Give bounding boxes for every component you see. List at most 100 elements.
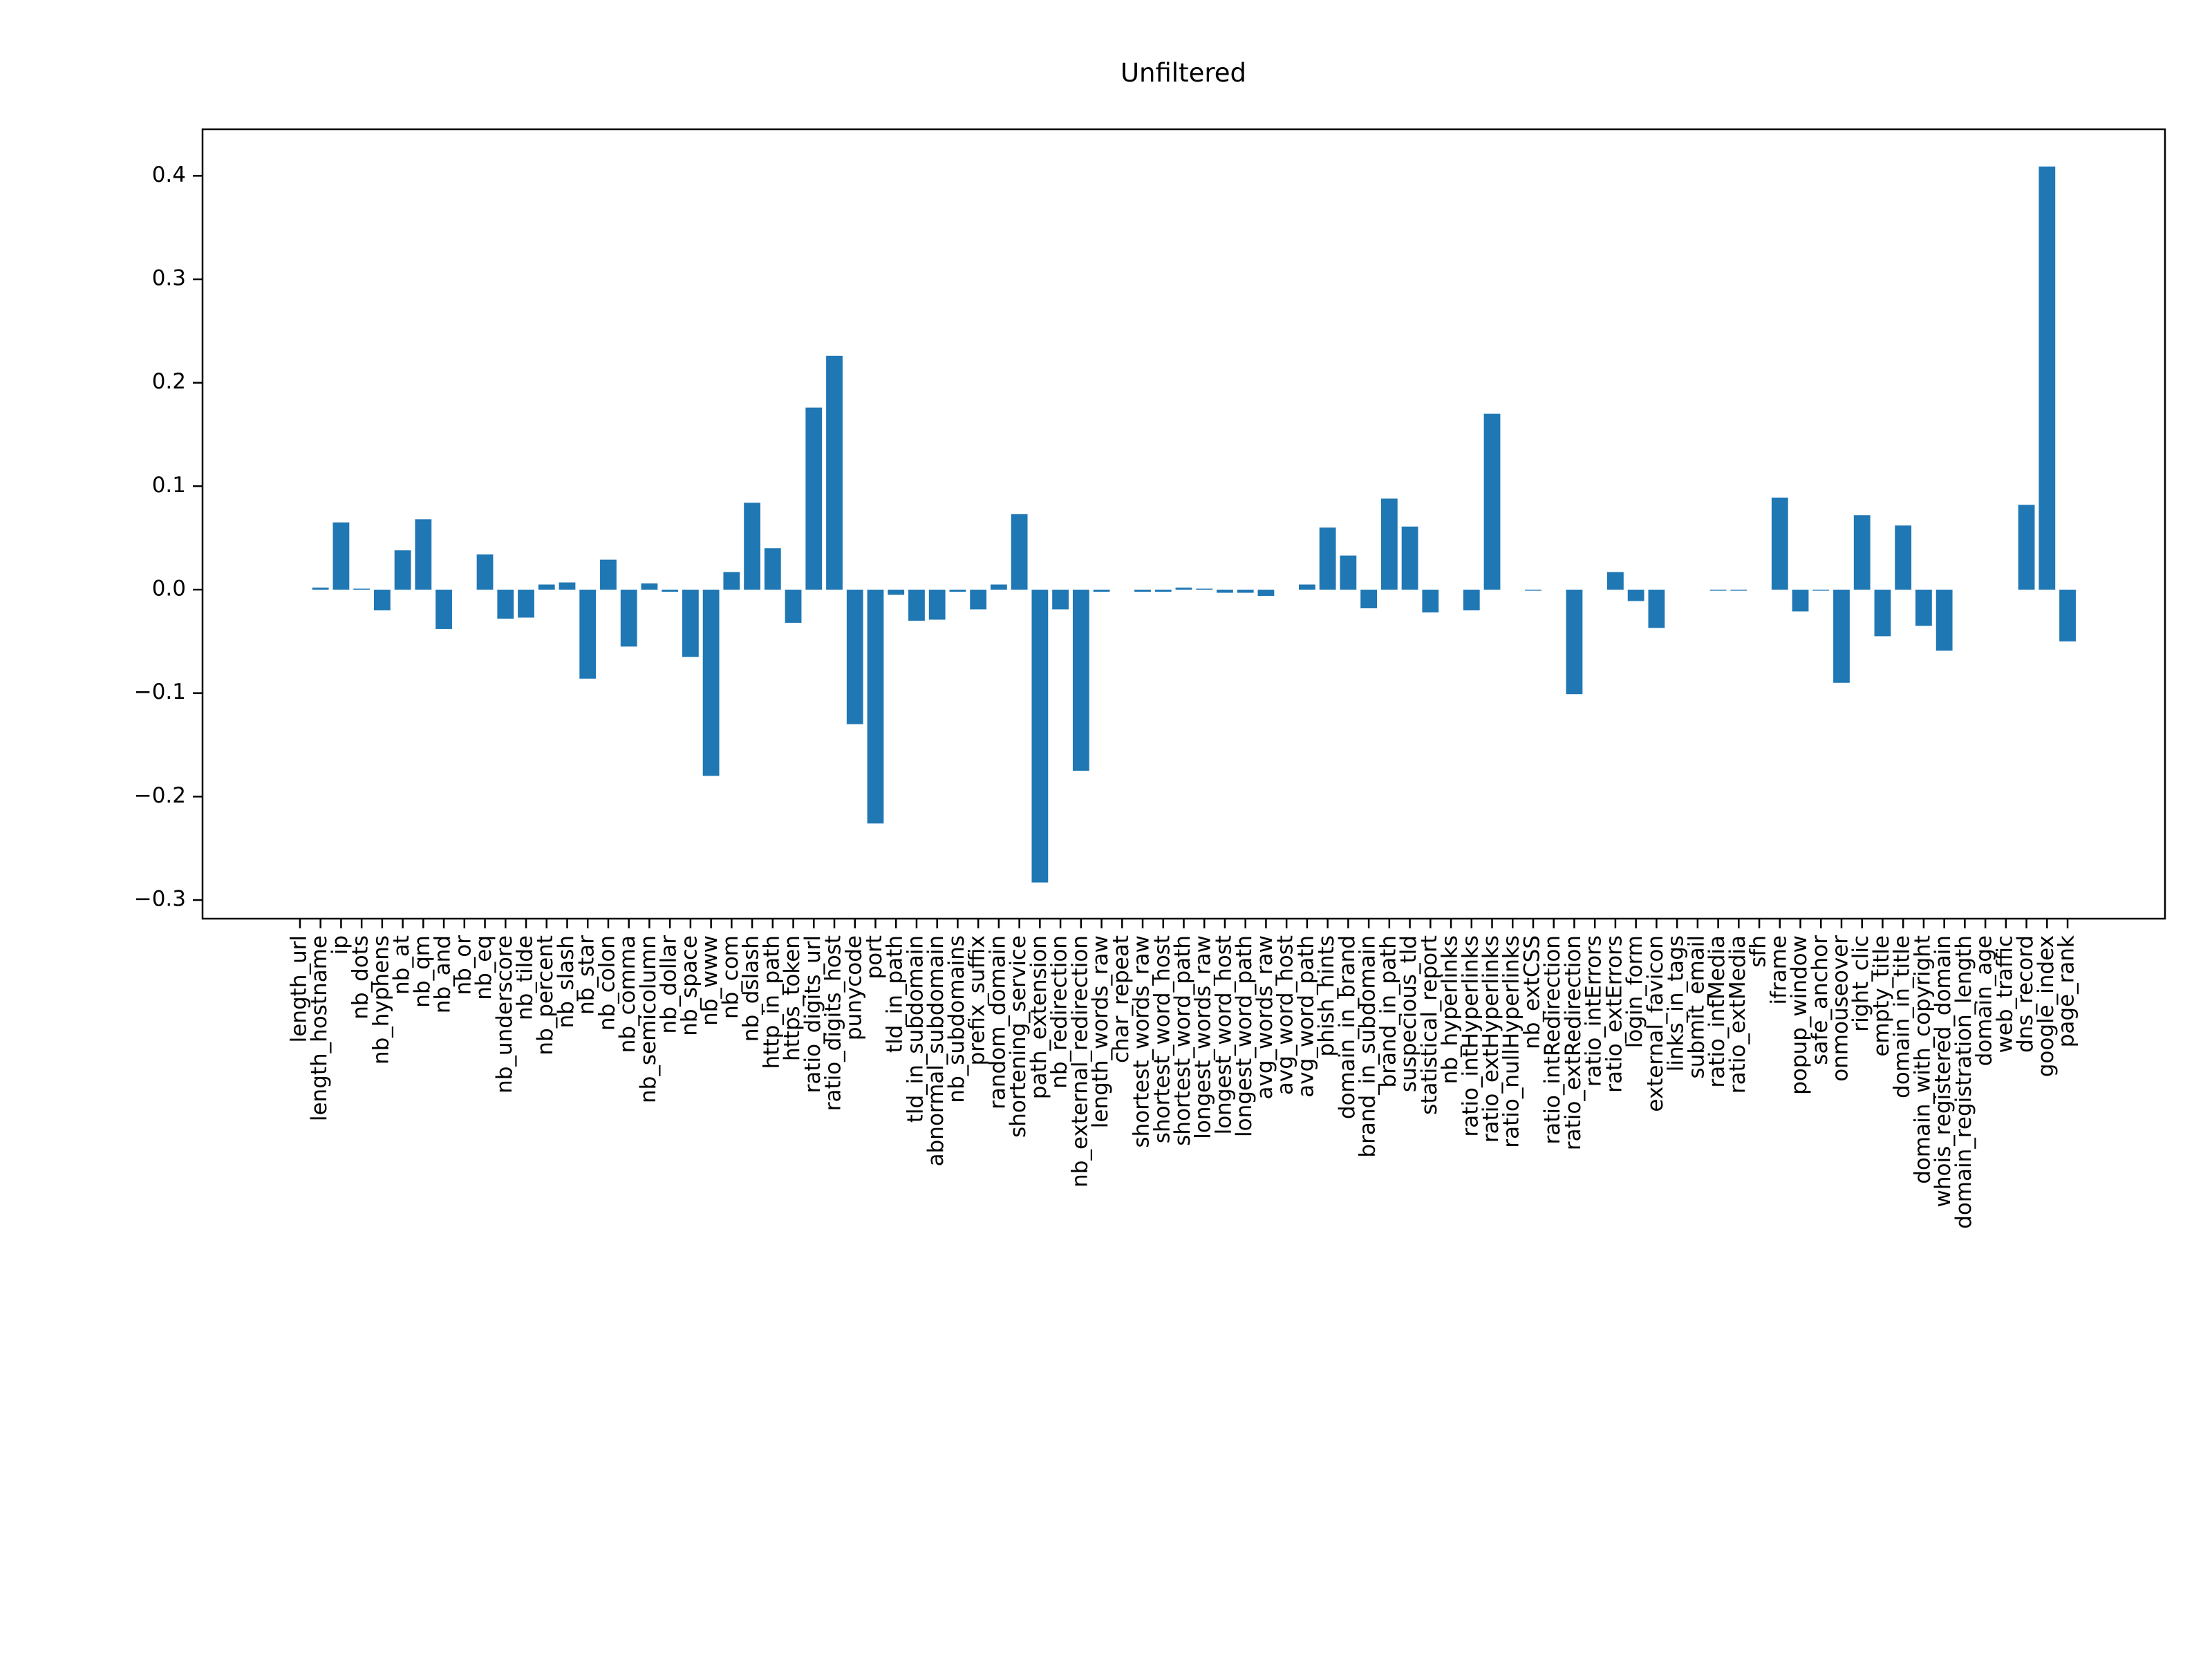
y-tick-label: 0.0 bbox=[152, 577, 186, 601]
x-tick-label: nb_extCSS bbox=[1519, 935, 1544, 1049]
bar bbox=[805, 407, 823, 590]
x-tick-label: abnormal_subdomain bbox=[924, 935, 948, 1166]
bar bbox=[2018, 505, 2035, 590]
bar bbox=[1319, 527, 1336, 590]
x-tick-label: nb_subdomains bbox=[944, 935, 969, 1103]
x-tick-label: onmouseover bbox=[1828, 935, 1853, 1082]
x-tick-label: nb_dots bbox=[348, 935, 373, 1020]
y-tick-label: −0.3 bbox=[134, 887, 186, 912]
x-tick-label: longest_word_host bbox=[1211, 935, 1236, 1134]
bar bbox=[1196, 588, 1213, 590]
x-tick-label: links_in_tags bbox=[1664, 935, 1689, 1071]
x-tick-label: safe_anchor bbox=[1808, 935, 1833, 1065]
axes-frame bbox=[201, 128, 2166, 920]
bar bbox=[888, 590, 905, 595]
x-tick-label: ratio_digits_url bbox=[800, 935, 825, 1093]
x-tick-label: path_extension bbox=[1027, 935, 1051, 1099]
x-tick-label: whois_registered_domain bbox=[1931, 935, 1956, 1207]
x-tick-label: http_in_path bbox=[759, 935, 784, 1069]
bar bbox=[1340, 555, 1357, 590]
x-tick-label: external_favicon bbox=[1643, 935, 1668, 1112]
bar bbox=[1792, 590, 1809, 612]
x-tick-label: avg_words_raw bbox=[1253, 935, 1277, 1099]
bar bbox=[764, 548, 781, 590]
x-tick-label: ratio_intMedia bbox=[1705, 935, 1730, 1088]
bar bbox=[620, 590, 637, 647]
x-tick-label: ratio_intRedirection bbox=[1540, 935, 1565, 1144]
x-tick-label: web_traffic bbox=[1992, 935, 2017, 1053]
x-tick-label: sfh bbox=[1746, 935, 1771, 968]
x-tick-label: nb_www bbox=[697, 935, 722, 1026]
bar bbox=[662, 590, 679, 592]
bar bbox=[1422, 590, 1439, 612]
x-tick-label: length_url bbox=[286, 935, 311, 1042]
x-tick-label: login_form bbox=[1622, 935, 1647, 1048]
bar bbox=[1771, 497, 1788, 590]
x-tick-label: ip bbox=[328, 935, 353, 955]
bar bbox=[476, 554, 494, 590]
x-tick-label: nb_eq bbox=[471, 935, 496, 1000]
bar bbox=[1566, 590, 1583, 695]
bar bbox=[1380, 498, 1398, 590]
bar bbox=[1648, 590, 1665, 628]
x-tick-label: nb_redirection bbox=[1047, 935, 1072, 1089]
x-tick-label: statistical_report bbox=[1417, 935, 1442, 1115]
bar bbox=[1031, 590, 1049, 883]
x-tick-label: nb_colon bbox=[594, 935, 619, 1031]
bar bbox=[1072, 590, 1089, 771]
x-tick-label: ratio_digits_host bbox=[821, 935, 846, 1111]
x-tick-label: ratio_intHyperlinks bbox=[1458, 935, 1483, 1137]
bar bbox=[785, 590, 802, 623]
bar bbox=[353, 588, 371, 590]
x-tick-label: ratio_extRedirection bbox=[1561, 935, 1586, 1150]
x-tick-label: brand_in_path bbox=[1376, 935, 1400, 1087]
bar bbox=[2059, 590, 2076, 641]
bar bbox=[949, 590, 966, 592]
bar bbox=[1936, 590, 1953, 651]
chart-title: Unfiltered bbox=[1121, 58, 1246, 88]
y-tick-label: −0.1 bbox=[134, 679, 186, 704]
bar bbox=[1217, 590, 1233, 593]
x-tick-label: nb_space bbox=[677, 935, 702, 1036]
x-tick-label: google_index bbox=[2034, 935, 2059, 1077]
bar bbox=[928, 590, 946, 620]
x-tick-label: popup_window bbox=[1787, 935, 1812, 1095]
x-tick-label: port bbox=[862, 935, 887, 980]
x-tick-label: nb_dollar bbox=[657, 935, 682, 1034]
bar bbox=[435, 590, 452, 629]
y-tick-label: 0.2 bbox=[152, 369, 186, 394]
x-tick-label: nb_or bbox=[451, 935, 476, 995]
bar bbox=[744, 503, 760, 590]
x-tick-label: shortest_word_host bbox=[1150, 935, 1174, 1143]
x-tick-label: phish_hints bbox=[1314, 935, 1339, 1056]
bar bbox=[312, 588, 329, 590]
x-tick-label: page_rank bbox=[2054, 935, 2079, 1047]
x-tick-label: nb_star bbox=[574, 935, 599, 1015]
bar bbox=[1895, 525, 1912, 590]
bar bbox=[373, 590, 391, 610]
bar bbox=[1154, 590, 1172, 592]
bar bbox=[1257, 590, 1275, 597]
x-tick-label: empty_title bbox=[1869, 935, 1894, 1057]
x-tick-label: domain_age bbox=[1972, 935, 1997, 1066]
x-tick-label: ratio_extErrors bbox=[1602, 935, 1627, 1093]
x-tick-label: avg_word_host bbox=[1273, 935, 1298, 1095]
x-tick-label: longest_word_path bbox=[1232, 935, 1257, 1137]
x-tick-label: nb_hyphens bbox=[368, 935, 393, 1065]
bar bbox=[559, 582, 576, 590]
x-tick-label: https_token bbox=[780, 935, 805, 1061]
bar bbox=[1401, 526, 1418, 590]
bar bbox=[1237, 590, 1254, 593]
bar bbox=[1299, 584, 1315, 590]
bar bbox=[497, 590, 514, 619]
x-tick-label: nb_percent bbox=[533, 935, 558, 1056]
bar bbox=[1833, 590, 1850, 683]
x-tick-label: nb_slash bbox=[554, 935, 579, 1028]
x-tick-label: ratio_extHyperlinks bbox=[1479, 935, 1503, 1143]
bar bbox=[908, 590, 925, 621]
x-tick-label: length_hostname bbox=[307, 935, 332, 1121]
bar bbox=[846, 590, 863, 724]
x-tick-label: shortening_service bbox=[1006, 935, 1031, 1138]
bar bbox=[1134, 590, 1151, 592]
x-tick-label: char_repeat bbox=[1109, 935, 1134, 1063]
